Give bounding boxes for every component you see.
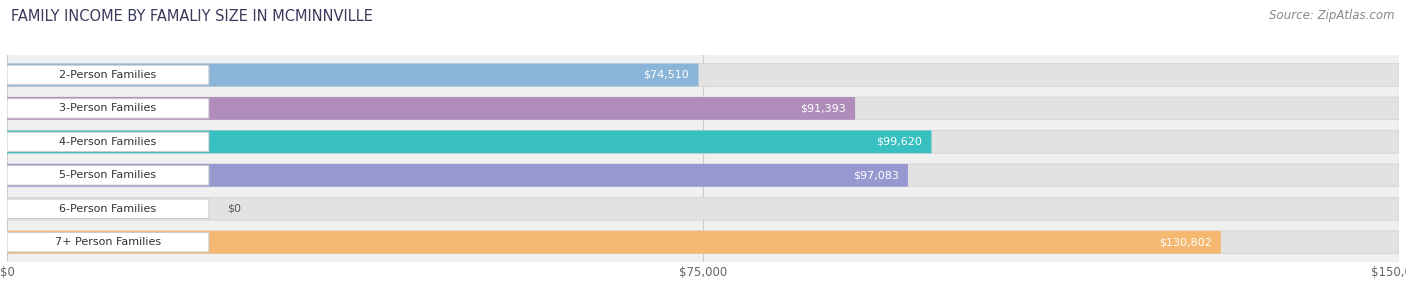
Text: Source: ZipAtlas.com: Source: ZipAtlas.com xyxy=(1270,9,1395,22)
FancyBboxPatch shape xyxy=(7,199,209,218)
Text: 5-Person Families: 5-Person Families xyxy=(59,170,156,180)
Text: $99,620: $99,620 xyxy=(876,137,922,147)
FancyBboxPatch shape xyxy=(7,131,931,153)
FancyBboxPatch shape xyxy=(7,232,209,252)
Text: $97,083: $97,083 xyxy=(853,170,898,180)
Text: $74,510: $74,510 xyxy=(644,70,689,80)
Text: $91,393: $91,393 xyxy=(800,103,846,113)
FancyBboxPatch shape xyxy=(7,164,1399,187)
FancyBboxPatch shape xyxy=(7,231,1220,253)
Text: 4-Person Families: 4-Person Families xyxy=(59,137,156,147)
FancyBboxPatch shape xyxy=(7,97,1399,120)
Text: $130,802: $130,802 xyxy=(1159,237,1212,247)
FancyBboxPatch shape xyxy=(7,132,209,152)
Text: 2-Person Families: 2-Person Families xyxy=(59,70,156,80)
Text: 7+ Person Families: 7+ Person Families xyxy=(55,237,162,247)
FancyBboxPatch shape xyxy=(7,97,855,120)
FancyBboxPatch shape xyxy=(7,64,699,86)
FancyBboxPatch shape xyxy=(7,65,209,85)
FancyBboxPatch shape xyxy=(7,197,1399,220)
FancyBboxPatch shape xyxy=(7,231,1399,253)
FancyBboxPatch shape xyxy=(7,64,1399,86)
FancyBboxPatch shape xyxy=(7,99,209,118)
Text: $0: $0 xyxy=(228,204,242,214)
Text: 6-Person Families: 6-Person Families xyxy=(59,204,156,214)
FancyBboxPatch shape xyxy=(7,166,209,185)
Text: 3-Person Families: 3-Person Families xyxy=(59,103,156,113)
FancyBboxPatch shape xyxy=(7,164,908,187)
FancyBboxPatch shape xyxy=(7,131,1399,153)
Text: FAMILY INCOME BY FAMALIY SIZE IN MCMINNVILLE: FAMILY INCOME BY FAMALIY SIZE IN MCMINNV… xyxy=(11,9,373,24)
